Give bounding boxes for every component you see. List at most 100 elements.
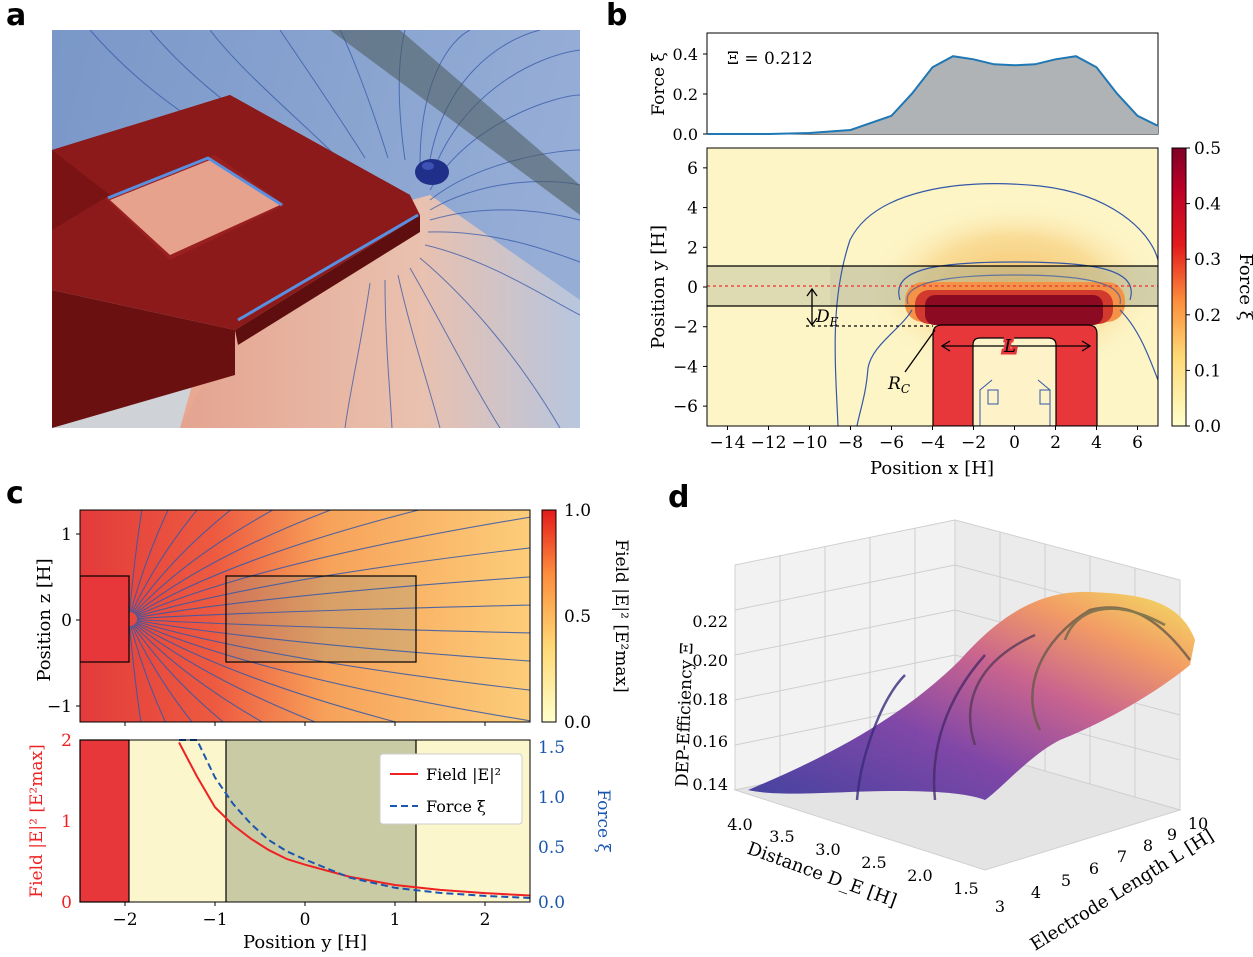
profile-xtick-2: 0 — [300, 910, 311, 930]
map-ylabel: Position y [H] — [648, 225, 669, 349]
c-right-ytick-0: 1.5 — [538, 738, 565, 758]
legend-force: Force ξ — [426, 797, 486, 816]
legend-field: Field |E|² — [426, 765, 501, 784]
channel-wall — [330, 30, 580, 215]
efficiency-surface — [748, 591, 1195, 800]
d-xtick-5: 1.5 — [953, 879, 978, 898]
profile-xticks: −2 −1 0 1 2 — [112, 722, 490, 930]
map-xtick-6: −2 — [961, 433, 986, 453]
electrode-edge-highlight — [237, 213, 419, 322]
d-ytick-2: 5 — [1061, 871, 1071, 890]
map-ytick-5: −4 — [673, 357, 698, 377]
force-ytick-2: 0.4 — [673, 45, 698, 64]
force-series-line — [179, 739, 531, 899]
field-line-17 — [133, 624, 264, 722]
c-ytick-2: −1 — [47, 697, 72, 717]
d-ylabel: Electrode Length L [H] — [1027, 825, 1218, 955]
field-line-7 — [135, 516, 530, 617]
panel-a-render — [52, 30, 580, 428]
field-line-11 — [136, 618, 530, 634]
map-xticks: −14 −12 −10 −8 −6 −4 −2 0 2 4 6 — [710, 426, 1143, 453]
channel-box-shade — [226, 576, 416, 662]
map-yticks: 6 4 2 0 −2 −4 −6 — [673, 159, 707, 417]
map-xtick-2: −10 — [792, 433, 828, 453]
field-line-19 — [131, 625, 193, 722]
rc-pointer — [904, 329, 936, 373]
c-profile-ylabel-right: Force ξ — [593, 789, 613, 853]
c-left-ytick-1: 1 — [61, 812, 72, 832]
field-line-20 — [130, 625, 166, 722]
d-ztick-1: 0.20 — [692, 651, 728, 670]
force-heatmap — [707, 148, 1158, 426]
d-ztick-4: 0.14 — [692, 775, 728, 794]
c-left-ytick-0: 2 — [61, 731, 72, 751]
d-xtick-1: 3.5 — [769, 827, 794, 846]
colorbar-tick-5: 0.0 — [1194, 417, 1221, 437]
d-ytick-1: 4 — [1031, 883, 1041, 902]
panel-label-a: a — [6, 0, 27, 33]
field-contours-b — [834, 183, 1158, 426]
c-cbar-tick-0: 1.0 — [564, 501, 591, 521]
c-map-ylabel: Position z [H] — [34, 558, 55, 681]
force-colorbar — [1171, 147, 1187, 427]
panel-label-d: d — [668, 480, 690, 515]
c-right-ytick-2: 0.5 — [538, 838, 565, 858]
channel-box — [225, 575, 417, 663]
c-ytick-1: 0 — [61, 611, 72, 631]
d-ztick-3: 0.16 — [692, 732, 728, 751]
profile-legend: Field |E|² Force ξ — [379, 753, 523, 825]
panel-label-b: b — [606, 0, 628, 33]
profile-electrode — [79, 739, 130, 903]
axes-3d-panes — [733, 519, 1182, 871]
field-line-14 — [135, 621, 530, 722]
colorbar-tick-4: 0.1 — [1194, 361, 1221, 381]
d-ztick-2: 0.18 — [692, 690, 728, 709]
d-xtick-3: 2.5 — [861, 853, 886, 872]
panel-c: 1 0 −1 Position z [H] 1.0 0.5 0.0 Field … — [27, 501, 631, 953]
map-ytick-4: −2 — [673, 318, 698, 338]
map-ytick-1: 4 — [687, 199, 698, 219]
d-xtick-0: 4.0 — [727, 815, 752, 834]
inner-gap-contours — [979, 379, 1051, 426]
d-ytick-4: 7 — [1117, 847, 1127, 866]
c-profile-xlabel: Position y [H] — [243, 932, 367, 953]
colorbar-tick-0: 0.5 — [1194, 139, 1221, 159]
map-xtick-9: 4 — [1091, 433, 1102, 453]
label-l: L — [1003, 336, 1016, 357]
map-ytick-2: 2 — [687, 238, 698, 258]
c-profile-ylabel-left: Field |E|² [E²max] — [27, 744, 47, 897]
force-ytick-0: 0.0 — [673, 125, 698, 144]
field-line-21 — [129, 626, 142, 722]
force-line — [707, 55, 1159, 135]
map-xtick-1: −12 — [751, 433, 787, 453]
colorbar-tick-3: 0.2 — [1194, 306, 1221, 326]
field-line-2 — [131, 510, 198, 613]
profile-xtick-0: −2 — [112, 910, 137, 930]
field-line-3 — [132, 510, 232, 614]
d-ytick-7: 10 — [1188, 814, 1208, 833]
colorbar-label: Force ξ — [1235, 253, 1253, 320]
field-series-line — [178, 741, 531, 897]
c-left-ytick-2: 0 — [61, 893, 72, 913]
map-xlabel: Position x [H] — [870, 458, 994, 479]
map-xtick-5: −4 — [920, 433, 945, 453]
field-line-5 — [134, 510, 333, 615]
profile-xtick-4: 2 — [480, 910, 491, 930]
colorbar-tick-1: 0.4 — [1194, 195, 1221, 215]
c-right-ytick-3: 0.0 — [538, 893, 565, 913]
colorbar-tick-2: 0.3 — [1194, 250, 1221, 270]
electrode-inner-gap — [110, 160, 280, 255]
c-cbar-tick-2: 0.0 — [564, 713, 591, 733]
d-ytick-0: 3 — [995, 897, 1005, 916]
map-xtick-8: 2 — [1050, 433, 1061, 453]
label-rc: RC — [887, 374, 910, 396]
panel-label-c: c — [6, 476, 24, 511]
c-cbar-label: Field |E|² [E²max] — [611, 539, 631, 692]
field-line-16 — [134, 623, 317, 722]
map-xtick-0: −14 — [710, 433, 746, 453]
profile-xtick-1: −1 — [202, 910, 227, 930]
d-xlabel: Distance D_E [H] — [744, 838, 899, 912]
d-ytick-5: 8 — [1143, 836, 1153, 855]
field-line-12 — [136, 619, 530, 662]
c-ytick-0: 1 — [61, 525, 72, 545]
